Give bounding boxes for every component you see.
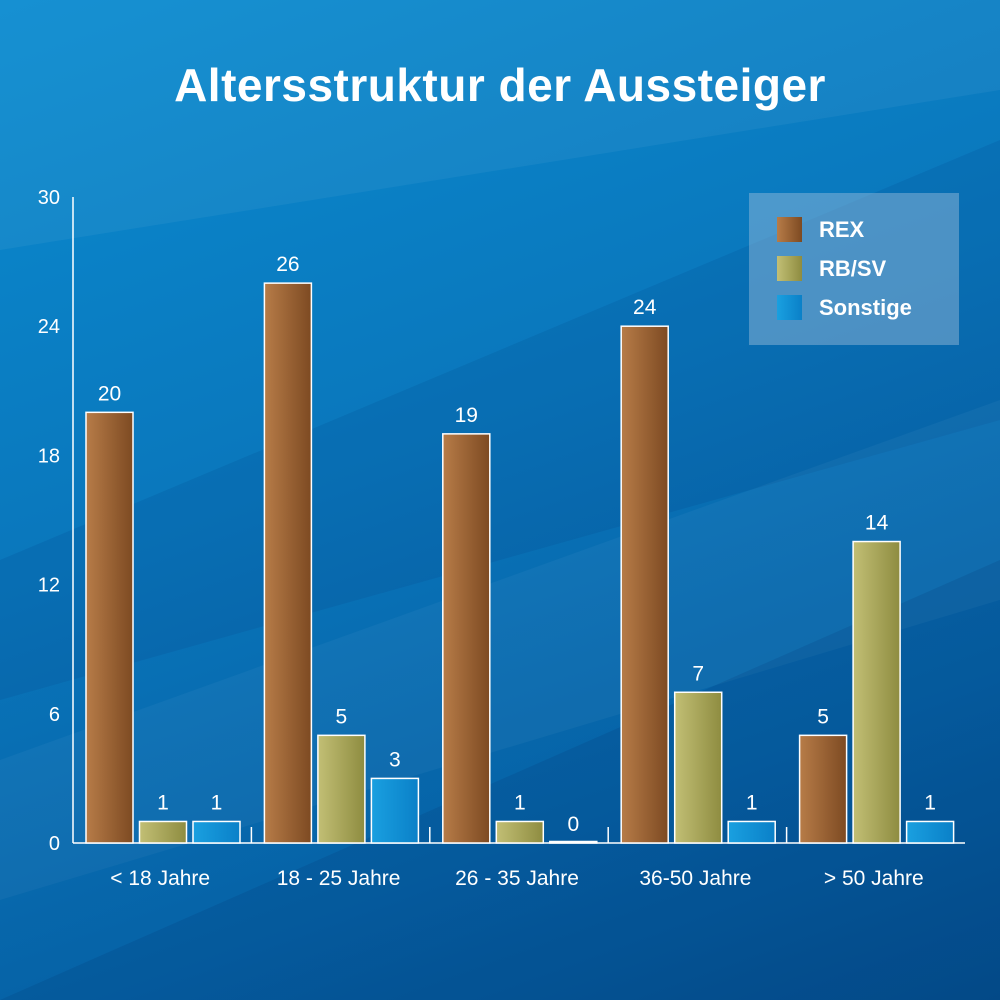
bar-sonstige-0 bbox=[192, 820, 241, 844]
bar-rb-sv-3 bbox=[673, 691, 723, 844]
data-label: 14 bbox=[865, 512, 889, 535]
bar-rb-sv-0 bbox=[138, 820, 188, 844]
bar-rex-1 bbox=[263, 282, 313, 844]
data-label: 0 bbox=[567, 813, 579, 836]
x-category-label: < 18 Jahre bbox=[110, 867, 210, 890]
y-tick-label: 18 bbox=[38, 445, 60, 467]
data-label: 3 bbox=[389, 748, 401, 771]
bar-rex-0 bbox=[85, 411, 134, 844]
y-tick-label: 6 bbox=[49, 704, 60, 726]
legend-label: Sonstige bbox=[819, 295, 912, 320]
bar-sonstige-1 bbox=[370, 777, 420, 844]
data-label: 7 bbox=[692, 662, 704, 685]
data-label: 1 bbox=[746, 791, 758, 814]
data-label: 5 bbox=[336, 705, 348, 728]
bar-sonstige-3 bbox=[727, 820, 776, 844]
legend: REX RB/SV Sonstige bbox=[749, 193, 959, 345]
legend-label: REX bbox=[819, 217, 865, 242]
x-category-label: > 50 Jahre bbox=[824, 867, 924, 890]
y-tick-label: 24 bbox=[38, 316, 60, 338]
y-tick-label: 12 bbox=[38, 575, 60, 597]
bar-rex-4 bbox=[798, 734, 848, 844]
bar-rb-sv-2 bbox=[495, 820, 545, 844]
bar-rb-sv-1 bbox=[317, 734, 366, 844]
data-label: 5 bbox=[817, 705, 829, 728]
data-label: 20 bbox=[98, 382, 121, 405]
legend-swatch bbox=[777, 217, 802, 242]
data-label: 26 bbox=[276, 253, 299, 276]
x-category-label: 18 - 25 Jahre bbox=[277, 867, 401, 890]
y-tick-label: 0 bbox=[49, 833, 60, 855]
data-label: 24 bbox=[633, 296, 657, 319]
y-axis: 0 6 12 18 24 30 bbox=[38, 187, 74, 855]
data-label: 19 bbox=[455, 404, 478, 427]
bar-rex-3 bbox=[620, 325, 669, 844]
bar-rex-2 bbox=[442, 433, 491, 844]
legend-label: RB/SV bbox=[819, 256, 887, 281]
data-label: 1 bbox=[211, 791, 223, 814]
bar-sonstige-2 bbox=[549, 840, 598, 844]
legend-swatch bbox=[777, 256, 802, 281]
data-label: 1 bbox=[157, 791, 169, 814]
bars: 20 26 19 24 5 1 5 1 7 14 1 3 0 1 1 bbox=[85, 253, 955, 844]
data-label: 1 bbox=[924, 791, 936, 814]
x-category-label: 36-50 Jahre bbox=[639, 867, 751, 890]
x-axis: < 18 Jahre 18 - 25 Jahre 26 - 35 Jahre 36-5… bbox=[73, 827, 965, 890]
bar-sonstige-4 bbox=[905, 820, 955, 844]
chart-title: Altersstruktur der Aussteiger bbox=[174, 59, 826, 111]
x-category-label: 26 - 35 Jahre bbox=[455, 867, 579, 890]
legend-swatch bbox=[777, 295, 802, 320]
y-tick-label: 30 bbox=[38, 187, 60, 209]
bar-rb-sv-4 bbox=[852, 540, 901, 844]
data-label: 1 bbox=[514, 791, 526, 814]
